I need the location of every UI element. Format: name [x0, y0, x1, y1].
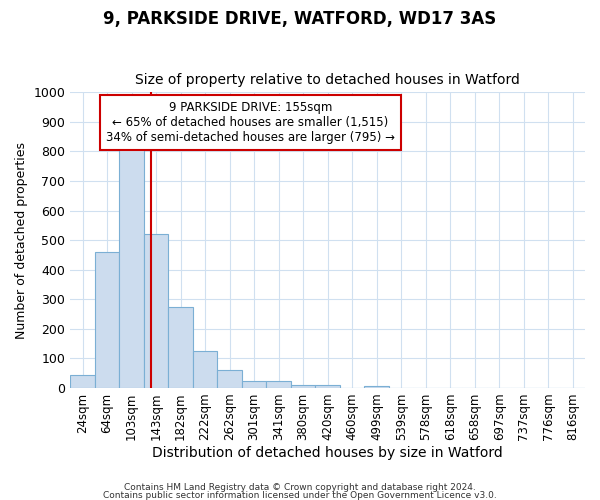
- Bar: [217, 370, 242, 388]
- Bar: [242, 380, 266, 388]
- Bar: [169, 306, 193, 388]
- Bar: [316, 384, 340, 388]
- Y-axis label: Number of detached properties: Number of detached properties: [15, 142, 28, 338]
- Bar: [291, 384, 316, 388]
- Bar: [193, 351, 217, 388]
- Bar: [266, 380, 291, 388]
- Text: 9 PARKSIDE DRIVE: 155sqm
← 65% of detached houses are smaller (1,515)
34% of sem: 9 PARKSIDE DRIVE: 155sqm ← 65% of detach…: [106, 101, 395, 144]
- Bar: [144, 234, 169, 388]
- Bar: [119, 148, 144, 388]
- Title: Size of property relative to detached houses in Watford: Size of property relative to detached ho…: [135, 73, 520, 87]
- Text: Contains HM Land Registry data © Crown copyright and database right 2024.: Contains HM Land Registry data © Crown c…: [124, 483, 476, 492]
- Bar: [95, 252, 119, 388]
- Text: 9, PARKSIDE DRIVE, WATFORD, WD17 3AS: 9, PARKSIDE DRIVE, WATFORD, WD17 3AS: [103, 10, 497, 28]
- Text: Contains public sector information licensed under the Open Government Licence v3: Contains public sector information licen…: [103, 490, 497, 500]
- Bar: [364, 386, 389, 388]
- X-axis label: Distribution of detached houses by size in Watford: Distribution of detached houses by size …: [152, 446, 503, 460]
- Bar: [70, 374, 95, 388]
